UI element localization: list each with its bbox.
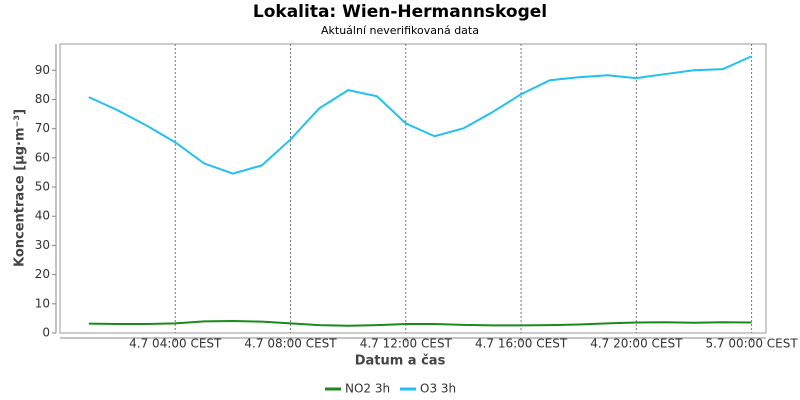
chart-title: Lokalita: Wien-Hermannskogel <box>253 2 547 22</box>
line-series <box>88 55 752 175</box>
y-tick-label: 90 <box>35 63 50 77</box>
line-series <box>88 320 752 327</box>
y-tick-label: 50 <box>35 180 50 194</box>
plot-area <box>59 43 767 334</box>
x-axis-label: Datum a čas <box>355 354 446 369</box>
y-tick-label: 10 <box>35 296 50 310</box>
x-tick-label: 4.7 20:00 CEST <box>590 337 683 351</box>
y-tick-label: 20 <box>35 267 50 281</box>
x-tick-label: 4.7 12:00 CEST <box>360 337 453 351</box>
legend-label: NO2 3h <box>345 382 390 396</box>
legend-label: O3 3h <box>420 382 456 396</box>
y-tick-label: 60 <box>35 150 50 164</box>
x-tick-label: 4.7 08:00 CEST <box>244 337 337 351</box>
y-axis-label: Koncentrace [µg·m⁻³] <box>13 109 28 267</box>
chart-subtitle: Aktuální neverifikovaná data <box>321 24 479 37</box>
y-tick-label: 30 <box>35 238 50 252</box>
y-tick-label: 40 <box>35 209 50 223</box>
y-tick-label: 80 <box>35 92 50 106</box>
y-tick-label: 70 <box>35 121 50 135</box>
x-tick-label: 4.7 04:00 CEST <box>129 337 222 351</box>
y-tick-label: 0 <box>42 326 50 340</box>
x-tick-label: 4.7 16:00 CEST <box>475 337 568 351</box>
x-tick-label: 5.7 00:00 CEST <box>705 337 798 351</box>
